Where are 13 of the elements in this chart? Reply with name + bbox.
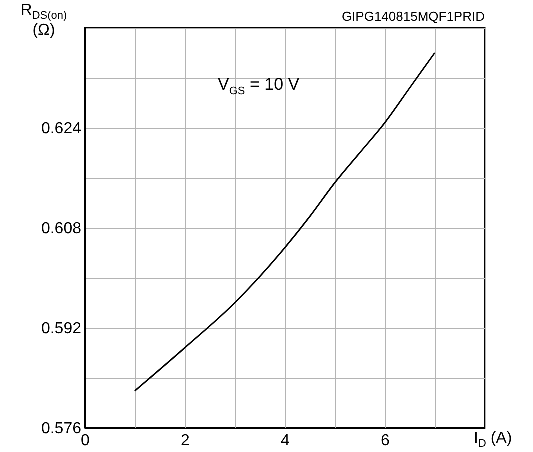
annotation: V$_{GS}$ = 10 V (218, 75, 300, 98)
y-axis-title: R$_{DS(on)}$ (Ω) (20, 2, 68, 40)
x-tick-label: 2 (181, 432, 190, 450)
x-tick-label: 0 (81, 432, 90, 450)
x-axis-title: I$_{D}$ (A) (474, 430, 512, 450)
x-tick-label: 4 (281, 432, 290, 450)
x-tick-label: 6 (381, 432, 390, 450)
text: GIPG140815MQF1PRID (342, 9, 485, 24)
y-tick-label: 0.576 (41, 420, 82, 438)
y-tick-label: 0.592 (41, 320, 82, 338)
y-tick-label: 0.608 (41, 220, 82, 238)
y-tick-label: 0.624 (41, 120, 82, 138)
line-series (134, 52, 436, 392)
